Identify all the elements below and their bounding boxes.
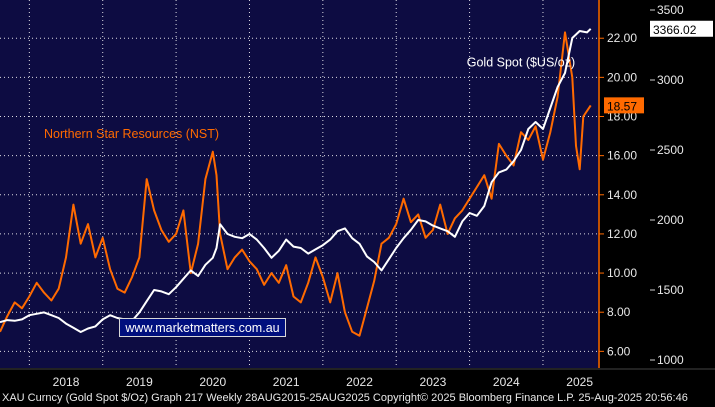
x-tick-label-2022: 2022	[346, 375, 373, 389]
y-left-tick-label-14.00: 14.00	[607, 188, 637, 202]
y-right-tick-label-3500: 3500	[657, 3, 684, 17]
y-right-tick-label-1500: 1500	[657, 283, 684, 297]
y-right-tick-label-1000: 1000	[657, 353, 684, 367]
y-left-tick-label-20.00: 20.00	[607, 70, 637, 84]
chart-footer: XAU Curncy (Gold Spot $/Oz) Graph 217 We…	[0, 390, 715, 407]
y-left-tick-label-10.00: 10.00	[607, 266, 637, 280]
x-tick-label-2018: 2018	[53, 375, 80, 389]
gold-last-value: 3366.02	[653, 23, 697, 37]
gold-last-value-tag	[650, 20, 713, 37]
y-right-tick-label-2000: 2000	[657, 213, 684, 227]
label-gold-series: Gold Spot ($US/oz)	[467, 56, 575, 70]
y-left-tick-label-12.00: 12.00	[607, 227, 637, 241]
x-tick-label-2025: 2025	[566, 375, 593, 389]
x-tick-label-2019: 2019	[126, 375, 153, 389]
y-right-tick-label-2500: 2500	[657, 143, 684, 157]
y-right-tick-label-3000: 3000	[657, 73, 684, 87]
y-left-tick-label-6.00: 6.00	[607, 344, 631, 358]
x-tick-label-2024: 2024	[493, 375, 520, 389]
watermark-link[interactable]: www.marketmatters.com.au	[119, 318, 286, 337]
y-left-tick-label-22.00: 22.00	[607, 31, 637, 45]
plot-background	[0, 0, 598, 368]
label-nst-series: Northern Star Resources (NST)	[44, 127, 219, 141]
series-line-gold	[0, 28, 592, 333]
y-left-tick-label-8.00: 8.00	[607, 305, 631, 319]
series-line-nst	[0, 31, 592, 337]
nst-last-value: 18.57	[607, 99, 637, 113]
x-tick-label-2023: 2023	[420, 375, 447, 389]
x-tick-label-2020: 2020	[199, 375, 226, 389]
nst-last-value-tag	[604, 97, 644, 114]
chart: 2018 2019 2020 2021 2022 2023 2024 2025 6.00 8.00…	[0, 0, 715, 389]
x-tick-label-2021: 2021	[273, 375, 300, 389]
y-left-tick-label-16.00: 16.00	[607, 149, 637, 163]
